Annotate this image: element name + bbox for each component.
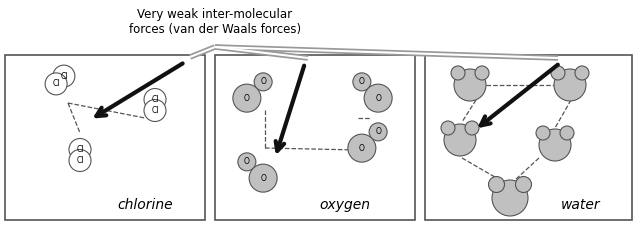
Circle shape xyxy=(489,176,505,192)
Bar xyxy=(425,55,632,220)
Circle shape xyxy=(348,134,376,162)
Text: chlorine: chlorine xyxy=(117,198,173,212)
Circle shape xyxy=(451,66,465,80)
Text: oxygen: oxygen xyxy=(320,198,371,212)
Circle shape xyxy=(249,164,277,192)
Bar xyxy=(5,55,205,220)
Circle shape xyxy=(144,88,166,110)
Circle shape xyxy=(69,149,91,171)
Circle shape xyxy=(53,65,75,87)
Circle shape xyxy=(575,66,589,80)
Circle shape xyxy=(144,100,166,122)
Text: O: O xyxy=(260,174,266,183)
Text: O: O xyxy=(375,94,381,103)
Circle shape xyxy=(254,73,272,91)
Circle shape xyxy=(475,66,489,80)
Text: O: O xyxy=(260,77,266,86)
Circle shape xyxy=(536,126,550,140)
Circle shape xyxy=(551,66,565,80)
Bar xyxy=(215,55,415,220)
Circle shape xyxy=(539,129,571,161)
Circle shape xyxy=(441,121,455,135)
Text: Cl: Cl xyxy=(60,72,68,81)
Circle shape xyxy=(369,123,387,141)
Text: water: water xyxy=(561,198,600,212)
Text: O: O xyxy=(359,77,365,86)
Circle shape xyxy=(554,69,586,101)
Text: O: O xyxy=(244,157,250,166)
Text: Very weak inter-molecular
forces (van der Waals forces): Very weak inter-molecular forces (van de… xyxy=(129,8,301,36)
Circle shape xyxy=(492,180,528,216)
Circle shape xyxy=(233,84,261,112)
Text: Cl: Cl xyxy=(151,95,159,104)
Circle shape xyxy=(465,121,479,135)
Text: O: O xyxy=(359,144,365,153)
Text: Cl: Cl xyxy=(76,156,83,165)
Circle shape xyxy=(238,153,256,171)
Circle shape xyxy=(364,84,392,112)
Circle shape xyxy=(515,176,531,192)
Circle shape xyxy=(444,124,476,156)
Circle shape xyxy=(353,73,371,91)
Circle shape xyxy=(560,126,574,140)
Circle shape xyxy=(45,73,67,95)
Text: Cl: Cl xyxy=(76,145,83,154)
Circle shape xyxy=(69,139,91,161)
Text: O: O xyxy=(244,94,250,103)
Circle shape xyxy=(454,69,486,101)
Text: Cl: Cl xyxy=(151,106,159,115)
Text: O: O xyxy=(375,127,381,136)
Text: Cl: Cl xyxy=(52,79,60,88)
